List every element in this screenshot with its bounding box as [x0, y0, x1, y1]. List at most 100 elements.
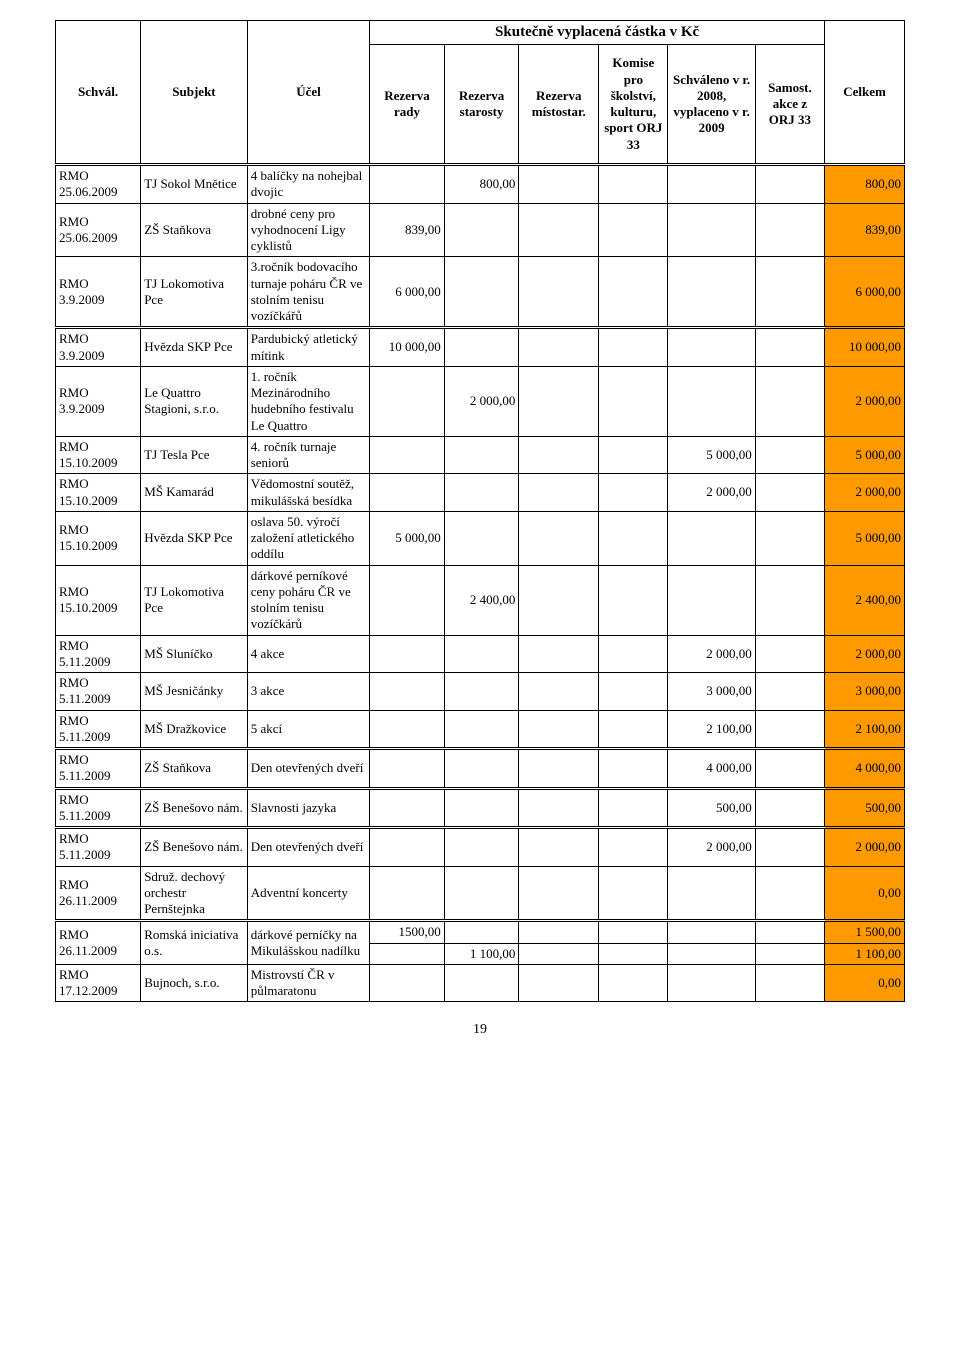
cell-schvaleno — [668, 257, 755, 328]
table-row: RMO 25.06.2009ZŠ Staňkovadrobné ceny pro… — [56, 203, 905, 257]
col-schvaleno: Schváleno v r. 2008, vyplaceno v r. 2009 — [668, 45, 755, 165]
cell-ucel: Vědomostní soutěž, mikulášská besídka — [247, 474, 369, 512]
cell-komise — [599, 866, 668, 921]
cell-celkem: 0,00 — [825, 866, 905, 921]
cell-samost — [755, 635, 824, 673]
cell-mist — [519, 749, 599, 789]
cell-celkem: 1 100,00 — [825, 943, 905, 964]
cell-subjekt: ZŠ Staňkova — [141, 749, 248, 789]
cell-samost — [755, 866, 824, 921]
cell-samost — [755, 828, 824, 867]
cell-subjekt: MŠ Jesničánky — [141, 673, 248, 711]
cell-celkem: 5 000,00 — [825, 436, 905, 474]
cell-ucel: 5 akcí — [247, 710, 369, 749]
cell-komise — [599, 828, 668, 867]
cell-subjekt: ZŠ Staňkova — [141, 203, 248, 257]
cell-star — [444, 328, 519, 367]
cell-schval: RMO 5.11.2009 — [56, 673, 141, 711]
cell-star — [444, 474, 519, 512]
cell-rady: 839,00 — [370, 203, 445, 257]
cell-rady — [370, 828, 445, 867]
cell-rady — [370, 436, 445, 474]
super-header: Skutečně vyplacená částka v Kč — [370, 21, 825, 45]
cell-star — [444, 511, 519, 565]
cell-ucel: oslava 50. výročí založení atletického o… — [247, 511, 369, 565]
cell-samost — [755, 788, 824, 828]
cell-schval: RMO 25.06.2009 — [56, 165, 141, 204]
cell-ucel: Slavnosti jazyka — [247, 788, 369, 828]
cell-schvaleno: 5 000,00 — [668, 436, 755, 474]
cell-schval: RMO 5.11.2009 — [56, 635, 141, 673]
cell-mist — [519, 788, 599, 828]
cell-star: 800,00 — [444, 165, 519, 204]
cell-komise — [599, 673, 668, 711]
cell-mist — [519, 511, 599, 565]
cell-subjekt: ZŠ Benešovo nám. — [141, 788, 248, 828]
cell-rady: 6 000,00 — [370, 257, 445, 328]
table-row: RMO 5.11.2009MŠ Jesničánky3 akce3 000,00… — [56, 673, 905, 711]
cell-komise — [599, 203, 668, 257]
cell-schval: RMO 17.12.2009 — [56, 964, 141, 1002]
cell-ucel: Den otevřených dveří — [247, 828, 369, 867]
table-row: RMO 15.10.2009MŠ KamarádVědomostní soutě… — [56, 474, 905, 512]
cell-celkem: 839,00 — [825, 203, 905, 257]
cell-schval: RMO 15.10.2009 — [56, 511, 141, 565]
cell-samost — [755, 511, 824, 565]
cell-schval: RMO 26.11.2009 — [56, 921, 141, 965]
cell-ucel: dárkové perníčky na Mikulášskou nadílku — [247, 921, 369, 965]
data-table: Schvál. Subjekt Účel Skutečně vyplacená … — [55, 20, 905, 1002]
cell-star — [444, 203, 519, 257]
cell-komise — [599, 749, 668, 789]
cell-samost — [755, 474, 824, 512]
cell-subjekt: MŠ Kamarád — [141, 474, 248, 512]
table-row: RMO 3.9.2009Hvězda SKP PcePardubický atl… — [56, 328, 905, 367]
cell-celkem: 2 400,00 — [825, 565, 905, 635]
cell-komise — [599, 474, 668, 512]
cell-schval: RMO 25.06.2009 — [56, 203, 141, 257]
col-subjekt: Subjekt — [141, 21, 248, 165]
cell-subjekt: TJ Lokomotiva Pce — [141, 257, 248, 328]
cell-samost — [755, 203, 824, 257]
cell-celkem: 2 000,00 — [825, 635, 905, 673]
cell-mist — [519, 474, 599, 512]
cell-schval: RMO 3.9.2009 — [56, 257, 141, 328]
cell-schvaleno: 2 100,00 — [668, 710, 755, 749]
table-row: RMO 5.11.2009ZŠ Benešovo nám.Den otevřen… — [56, 828, 905, 867]
cell-ucel: dárkové perníkové ceny poháru ČR ve stol… — [247, 565, 369, 635]
cell-schvaleno — [668, 165, 755, 204]
cell-celkem: 1 500,00 — [825, 921, 905, 943]
cell-rady — [370, 165, 445, 204]
table-row: RMO 26.11.2009Romská iniciativa o.s.dárk… — [56, 921, 905, 943]
cell-komise — [599, 788, 668, 828]
cell-schval: RMO 5.11.2009 — [56, 828, 141, 867]
page-container: Schvál. Subjekt Účel Skutečně vyplacená … — [0, 0, 960, 1068]
cell-subjekt: Bujnoch, s.r.o. — [141, 964, 248, 1002]
cell-star: 1 100,00 — [444, 943, 519, 964]
cell-rady — [370, 565, 445, 635]
cell-celkem: 500,00 — [825, 788, 905, 828]
cell-mist — [519, 635, 599, 673]
page-number: 19 — [55, 1022, 905, 1038]
cell-subjekt: Le Quattro Stagioni, s.r.o. — [141, 366, 248, 436]
table-row: RMO 26.11.2009Sdruž. dechový orchestr Pe… — [56, 866, 905, 921]
col-celkem: Celkem — [825, 21, 905, 165]
cell-subjekt: ZŠ Benešovo nám. — [141, 828, 248, 867]
cell-celkem: 6 000,00 — [825, 257, 905, 328]
cell-schval: RMO 5.11.2009 — [56, 788, 141, 828]
table-header: Schvál. Subjekt Účel Skutečně vyplacená … — [56, 21, 905, 165]
cell-ucel: Pardubický atletický mítink — [247, 328, 369, 367]
cell-celkem: 4 000,00 — [825, 749, 905, 789]
cell-schval: RMO 15.10.2009 — [56, 565, 141, 635]
cell-star — [444, 635, 519, 673]
cell-star — [444, 828, 519, 867]
cell-subjekt: Hvězda SKP Pce — [141, 328, 248, 367]
cell-samost — [755, 749, 824, 789]
cell-ucel: 4. ročník turnaje seniorů — [247, 436, 369, 474]
cell-komise — [599, 511, 668, 565]
table-row: RMO 15.10.2009TJ Lokomotiva Pcedárkové p… — [56, 565, 905, 635]
cell-komise — [599, 635, 668, 673]
cell-schvaleno — [668, 366, 755, 436]
cell-ucel: Den otevřených dveří — [247, 749, 369, 789]
cell-schval: RMO 5.11.2009 — [56, 710, 141, 749]
cell-ucel: 1. ročník Mezinárodního hudebního festiv… — [247, 366, 369, 436]
